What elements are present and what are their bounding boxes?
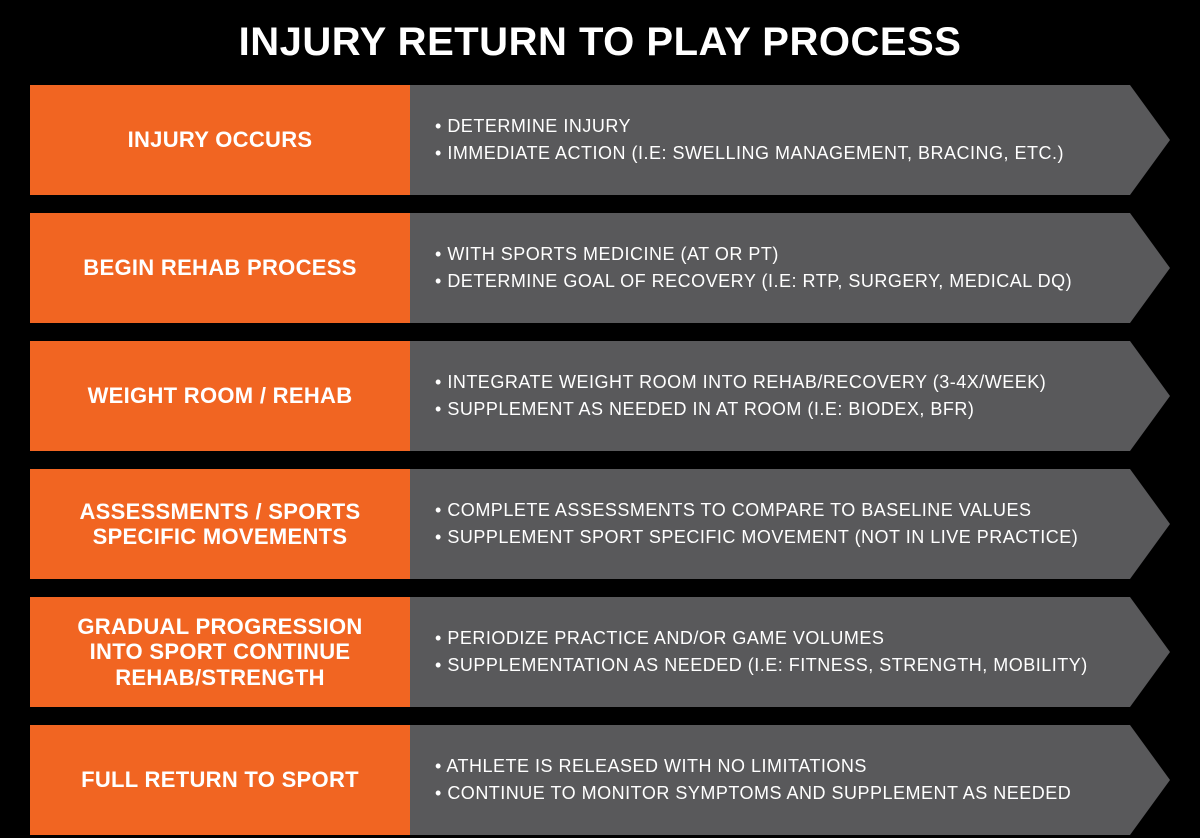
step-bullet: SUPPLEMENT AS NEEDED IN AT ROOM (I.E: BI… (435, 396, 1046, 423)
step-bullet: PERIODIZE PRACTICE AND/OR GAME VOLUMES (435, 625, 1088, 652)
step-right-panel: WITH SPORTS MEDICINE (AT OR PT) DETERMIN… (410, 213, 1170, 323)
step-bullets: COMPLETE ASSESSMENTS TO COMPARE TO BASEL… (435, 497, 1078, 551)
process-step: GRADUAL PROGRESSION INTO SPORT CONTINUE … (30, 597, 1170, 707)
step-bullet: IMMEDIATE ACTION (I.E: SWELLING MANAGEME… (435, 140, 1064, 167)
step-right-panel: PERIODIZE PRACTICE AND/OR GAME VOLUMES S… (410, 597, 1170, 707)
step-bullet: COMPLETE ASSESSMENTS TO COMPARE TO BASEL… (435, 497, 1078, 524)
step-bullet: DETERMINE INJURY (435, 113, 1064, 140)
step-label: WEIGHT ROOM / REHAB (88, 383, 353, 408)
step-bullets: WITH SPORTS MEDICINE (AT OR PT) DETERMIN… (435, 241, 1072, 295)
process-step: INJURY OCCURS DETERMINE INJURY IMMEDIATE… (30, 85, 1170, 195)
page-title: INJURY RETURN TO PLAY PROCESS (30, 20, 1170, 65)
step-left-panel: INJURY OCCURS (30, 85, 410, 195)
step-right-panel: INTEGRATE WEIGHT ROOM INTO REHAB/RECOVER… (410, 341, 1170, 451)
step-bullet: WITH SPORTS MEDICINE (AT OR PT) (435, 241, 1072, 268)
process-step: ASSESSMENTS / SPORTS SPECIFIC MOVEMENTS … (30, 469, 1170, 579)
step-bullets: PERIODIZE PRACTICE AND/OR GAME VOLUMES S… (435, 625, 1088, 679)
step-left-panel: WEIGHT ROOM / REHAB (30, 341, 410, 451)
step-bullet: SUPPLEMENTATION AS NEEDED (I.E: FITNESS,… (435, 652, 1088, 679)
process-step: WEIGHT ROOM / REHAB INTEGRATE WEIGHT ROO… (30, 341, 1170, 451)
process-step: BEGIN REHAB PROCESS WITH SPORTS MEDICINE… (30, 213, 1170, 323)
step-bullet: SUPPLEMENT SPORT SPECIFIC MOVEMENT (NOT … (435, 524, 1078, 551)
step-left-panel: BEGIN REHAB PROCESS (30, 213, 410, 323)
step-bullet: CONTINUE TO MONITOR SYMPTOMS AND SUPPLEM… (435, 780, 1071, 807)
step-bullet: ATHLETE IS RELEASED WITH NO LIMITATIONS (435, 753, 1071, 780)
step-label: ASSESSMENTS / SPORTS SPECIFIC MOVEMENTS (50, 499, 390, 550)
step-label: GRADUAL PROGRESSION INTO SPORT CONTINUE … (50, 614, 390, 690)
step-bullets: INTEGRATE WEIGHT ROOM INTO REHAB/RECOVER… (435, 369, 1046, 423)
step-left-panel: ASSESSMENTS / SPORTS SPECIFIC MOVEMENTS (30, 469, 410, 579)
step-bullet: INTEGRATE WEIGHT ROOM INTO REHAB/RECOVER… (435, 369, 1046, 396)
step-left-panel: GRADUAL PROGRESSION INTO SPORT CONTINUE … (30, 597, 410, 707)
step-right-panel: ATHLETE IS RELEASED WITH NO LIMITATIONS … (410, 725, 1170, 835)
step-label: FULL RETURN TO SPORT (81, 767, 359, 792)
step-bullets: DETERMINE INJURY IMMEDIATE ACTION (I.E: … (435, 113, 1064, 167)
step-bullet: DETERMINE GOAL OF RECOVERY (I.E: RTP, SU… (435, 268, 1072, 295)
step-label: BEGIN REHAB PROCESS (83, 255, 356, 280)
process-step: FULL RETURN TO SPORT ATHLETE IS RELEASED… (30, 725, 1170, 835)
step-left-panel: FULL RETURN TO SPORT (30, 725, 410, 835)
step-label: INJURY OCCURS (128, 127, 313, 152)
step-bullets: ATHLETE IS RELEASED WITH NO LIMITATIONS … (435, 753, 1071, 807)
step-right-panel: COMPLETE ASSESSMENTS TO COMPARE TO BASEL… (410, 469, 1170, 579)
process-rows: INJURY OCCURS DETERMINE INJURY IMMEDIATE… (30, 85, 1170, 835)
step-right-panel: DETERMINE INJURY IMMEDIATE ACTION (I.E: … (410, 85, 1170, 195)
